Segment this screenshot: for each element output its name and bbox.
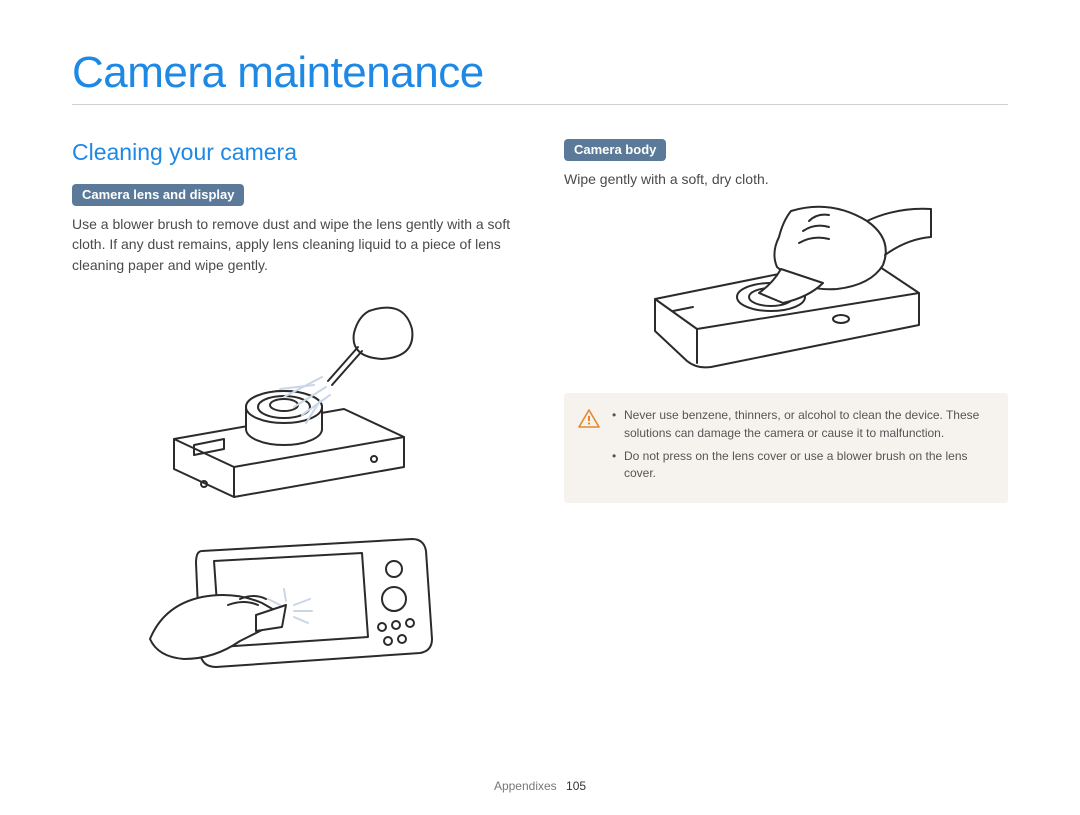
page-footer: Appendixes 105 bbox=[0, 779, 1080, 793]
caution-item: Do not press on the lens cover or use a … bbox=[612, 448, 992, 483]
footer-page-number: 105 bbox=[566, 779, 586, 793]
two-column-layout: Cleaning your camera Camera lens and dis… bbox=[72, 139, 1008, 699]
illustration-wipe-display bbox=[144, 519, 444, 679]
paragraph-lens-display: Use a blower brush to remove dust and wi… bbox=[72, 214, 516, 275]
caution-item: Never use benzene, thinners, or alcohol … bbox=[612, 407, 992, 442]
caution-icon bbox=[578, 409, 600, 429]
paragraph-camera-body: Wipe gently with a soft, dry cloth. bbox=[564, 169, 1008, 189]
left-column: Cleaning your camera Camera lens and dis… bbox=[72, 139, 516, 699]
illustration-wipe-body bbox=[631, 203, 941, 373]
pill-camera-body: Camera body bbox=[564, 139, 666, 161]
page-title: Camera maintenance bbox=[72, 48, 1008, 105]
section-heading-cleaning: Cleaning your camera bbox=[72, 139, 516, 166]
pill-lens-display: Camera lens and display bbox=[72, 184, 244, 206]
footer-section: Appendixes bbox=[494, 779, 557, 793]
right-column: Camera body Wipe gently with a soft, dry… bbox=[564, 139, 1008, 699]
caution-note-box: Never use benzene, thinners, or alcohol … bbox=[564, 393, 1008, 503]
illustration-blower-on-lens bbox=[144, 289, 444, 499]
caution-list: Never use benzene, thinners, or alcohol … bbox=[612, 407, 992, 489]
